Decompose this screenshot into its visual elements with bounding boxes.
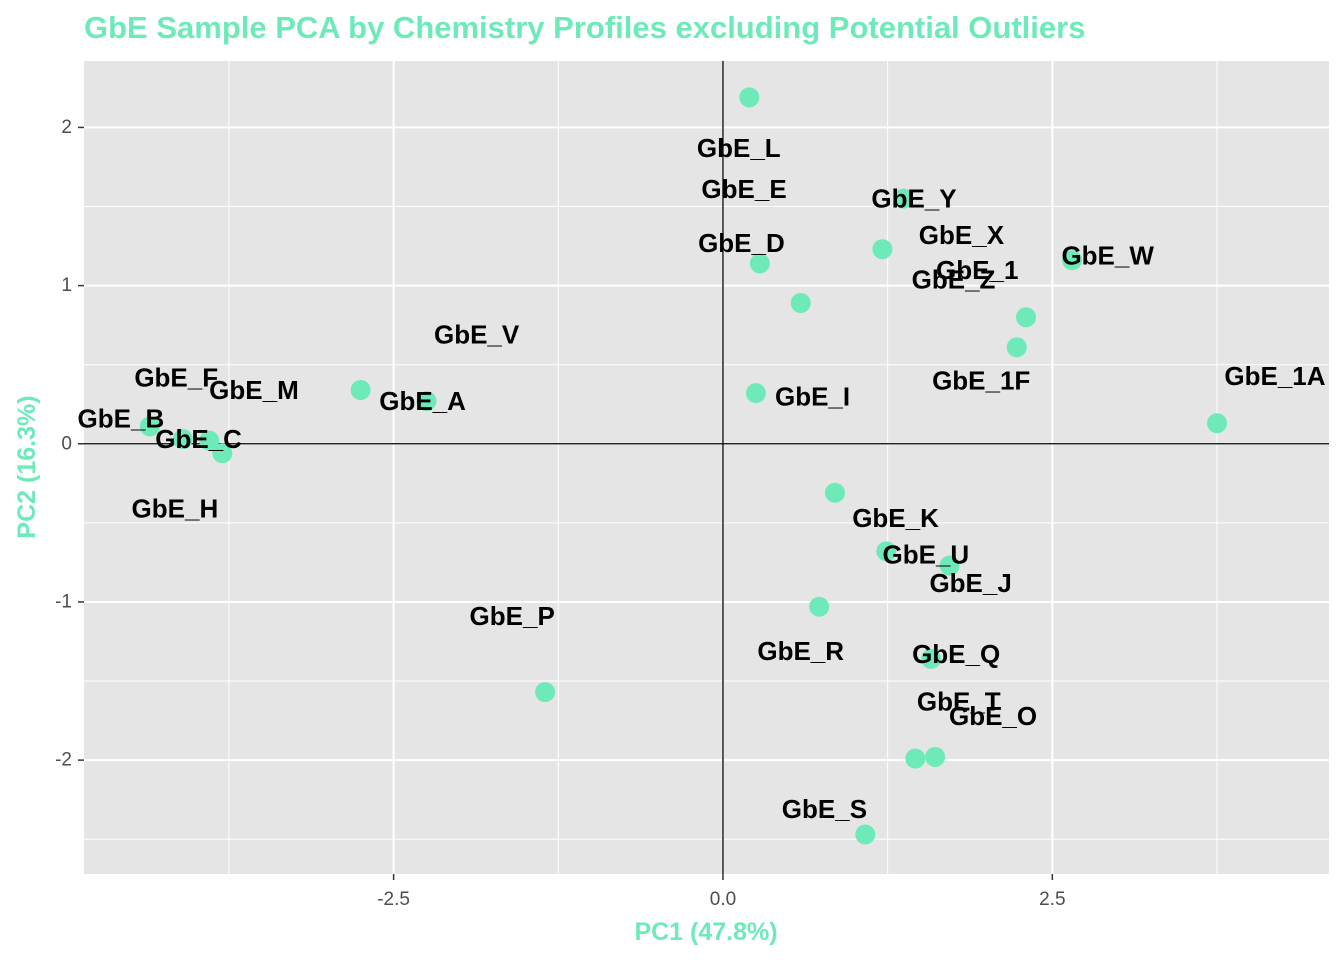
chart-title: GbE Sample PCA by Chemistry Profiles exc… [84,10,1085,45]
y-axis: -2 -1 0 1 2 [55,117,84,771]
x-tick-label: 2.5 [1039,889,1065,910]
x-tick-label: -2.5 [377,889,410,910]
point-label: GbE_L [697,133,781,163]
y-axis-title: PC2 (16.3%) [13,395,41,538]
data-point [350,379,371,400]
data-point [1015,307,1036,328]
point-label: GbE_F [134,362,218,392]
point-label: GbE_Z [912,264,996,294]
data-point [1006,337,1027,358]
point-label: GbE_D [698,228,785,258]
point-label: GbE_A [379,386,466,416]
point-labels: GbE_L GbE_E GbE_Y GbE_D GbE_X GbE_W GbE_1GbE_Z… [78,133,1326,824]
data-point [535,682,556,703]
point-label: GbE_E [701,174,786,204]
x-axis-title: PC1 (47.8%) [634,918,777,946]
point-label: GbE_I [775,381,850,411]
point-label: GbE_U [883,539,970,569]
y-tick-label: 1 [61,275,72,296]
point-label: GbE_P [470,601,555,631]
point-label: GbE_C [155,424,242,454]
data-point [855,824,876,845]
y-tick-label: 2 [61,117,72,138]
data-point [824,482,845,503]
reference-lines [84,61,1329,874]
data-point [739,87,760,108]
point-label: GbE_K [852,503,939,533]
x-axis: -2.5 0.0 2.5 [377,874,1066,910]
data-point [1062,250,1083,271]
data-point [925,746,946,767]
point-label: GbE_R [757,636,844,666]
point-label: GbE_1A [1224,361,1325,391]
data-point [749,253,770,274]
data-point [139,416,160,437]
data-point [939,555,960,576]
y-tick-label: 0 [61,433,72,454]
point-label: GbE_X [919,220,1005,250]
data-point [876,541,897,562]
point-label: GbE_Y [871,184,956,214]
data-point [809,596,830,617]
point-label: GbE_W [1061,241,1154,271]
y-tick-label: -1 [55,591,72,612]
data-point [921,648,942,669]
point-label: GbE_S [782,794,867,824]
y-tick-label: -2 [55,750,72,771]
data-point [1207,413,1228,434]
data-point [745,383,766,404]
point-label: GbE_1F [932,366,1030,396]
data-point [172,429,193,450]
data-point [212,443,233,464]
point-label: GbE_M [209,375,299,405]
x-tick-label: 0.0 [710,889,736,910]
data-point [905,748,926,769]
data-point [790,293,811,314]
point-label: GbE_V [434,320,520,350]
point-label: GbE_T [917,687,1001,717]
plot-panel [84,61,1329,874]
data-point [893,188,914,209]
point-label: GbE_H [132,494,219,524]
point-label: GbE_Q [912,639,1000,669]
point-label: GbE_1 [936,255,1018,285]
data-points [139,87,1228,845]
data-point [872,239,893,260]
point-label: GbE_O [949,701,1037,731]
data-point [199,430,220,451]
point-label: GbE_J [929,568,1011,598]
point-label: GbE_B [78,403,165,433]
data-point [416,391,437,412]
panel-background [84,61,1329,874]
